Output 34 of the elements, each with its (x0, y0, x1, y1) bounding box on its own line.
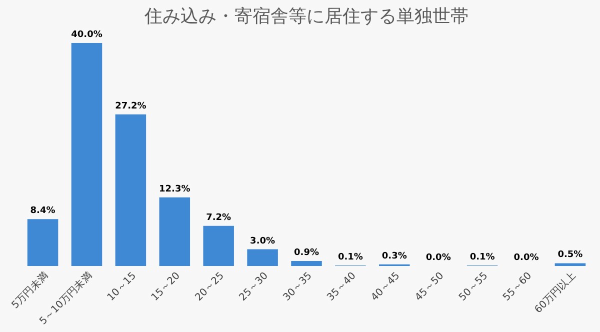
data-label: 8.4% (30, 206, 56, 216)
x-tick-label: 45～50 (413, 270, 446, 304)
data-label: 0.3% (382, 251, 407, 262)
bar (71, 43, 102, 266)
chart-title: 住み込み・寄宿舎等に居住する単独世帯 (144, 6, 468, 27)
data-label: 0.0% (514, 253, 539, 263)
data-label: 12.3% (159, 184, 190, 194)
bar (554, 263, 586, 266)
data-label: 0.9% (294, 248, 319, 258)
bar (115, 114, 146, 266)
data-label: 0.1% (338, 252, 363, 262)
x-tick-label: 20～25 (194, 270, 226, 304)
x-tick-label: 50～55 (457, 270, 490, 304)
bar (27, 219, 58, 266)
x-tick-label: 15～20 (150, 270, 182, 304)
x-tick-label: 60万円以上 (532, 270, 578, 316)
bar (159, 197, 190, 266)
x-tick-label: 55～60 (501, 270, 534, 304)
bar (203, 226, 234, 266)
data-label: 0.1% (470, 252, 495, 262)
x-tick-label: 10～15 (106, 270, 138, 304)
data-label: 0.5% (558, 250, 583, 260)
data-label: 3.0% (250, 236, 276, 246)
data-label: 40.0% (71, 30, 102, 40)
x-tick-label: 30～35 (281, 270, 314, 304)
data-label: 27.2% (115, 101, 146, 112)
x-tick-label: 35～40 (325, 270, 358, 304)
bar (247, 249, 278, 266)
x-tick-label: 25～30 (237, 270, 270, 304)
bar (291, 260, 322, 266)
data-label: 0.0% (426, 253, 451, 263)
data-label: 7.2% (206, 212, 232, 223)
x-tick-label: 40～45 (369, 270, 402, 304)
x-tick-label: 5万円未満 (9, 270, 51, 312)
